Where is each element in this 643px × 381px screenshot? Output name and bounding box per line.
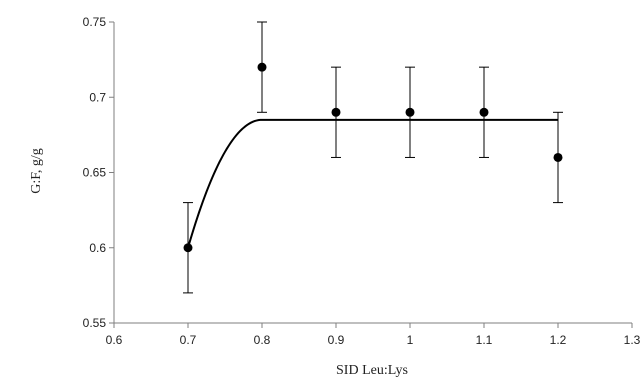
y-tick-label: 0.75 <box>83 15 107 29</box>
x-axis-label: SID Leu:Lys <box>336 363 408 378</box>
x-axis-ticks: 0.6 0.7 0.8 0.9 1 1.1 1.2 1.3 <box>106 323 641 347</box>
error-bars <box>183 21 563 294</box>
data-point <box>183 243 193 253</box>
data-point <box>405 107 415 117</box>
x-tick-label: 1.1 <box>476 333 493 347</box>
y-tick-label: 0.65 <box>83 166 107 180</box>
x-tick-label: 0.8 <box>254 333 271 347</box>
x-tick-label: 1 <box>407 333 414 347</box>
x-tick-label: 1.2 <box>550 333 567 347</box>
fit-curve-group <box>187 118 558 249</box>
fit-line <box>187 118 558 249</box>
y-tick-label: 0.55 <box>83 316 107 330</box>
x-tick-label: 0.6 <box>106 333 123 347</box>
x-tick-label: 0.9 <box>328 333 345 347</box>
x-tick-label: 0.7 <box>180 333 197 347</box>
y-axis-label: G:F, g/g <box>29 148 44 194</box>
data-point <box>553 152 563 162</box>
data-point <box>479 107 489 117</box>
data-points <box>183 62 563 253</box>
y-tick-label: 0.6 <box>89 241 106 255</box>
x-tick-label: 1.3 <box>624 333 641 347</box>
data-point <box>331 107 341 117</box>
y-axis-ticks: 0.55 0.6 0.65 0.7 0.75 <box>83 15 114 330</box>
data-point <box>257 62 267 72</box>
axes <box>113 22 632 324</box>
y-tick-label: 0.7 <box>89 90 106 104</box>
